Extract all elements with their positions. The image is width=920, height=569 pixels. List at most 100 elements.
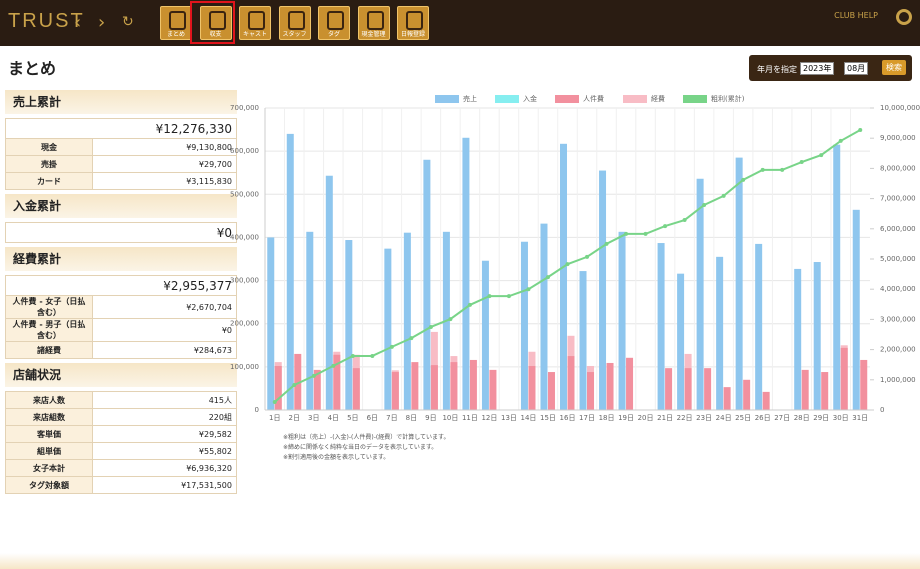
nav-label: キャスト	[242, 31, 267, 38]
legend-label: 人件費	[583, 94, 604, 103]
x-tick-label: 19日	[618, 414, 634, 422]
nav-button[interactable]: 現金管理	[357, 6, 390, 40]
row-value: 415人	[92, 391, 237, 409]
bar	[677, 273, 685, 410]
y-tick-label: 500,000	[230, 190, 259, 198]
x-tick-label: 18日	[599, 414, 615, 422]
reload[interactable]: ↻	[122, 14, 134, 30]
bar	[840, 347, 848, 410]
bar	[430, 365, 438, 410]
bar	[540, 223, 548, 410]
year-select[interactable]: 2023年	[800, 62, 835, 75]
nav-icon	[248, 11, 265, 30]
bar	[579, 271, 587, 410]
panel-table: ¥12,276,330 現金 ¥9,130,800 売掛 ¥29,700 カード ¥3,11…	[5, 118, 237, 190]
note: ※割引適用後の金額を表示しています。	[283, 454, 390, 461]
bar	[813, 262, 821, 410]
y-tick-label: 600,000	[230, 147, 259, 155]
back-arrow[interactable]: ‹	[74, 12, 82, 33]
nav-button[interactable]: スタッフ	[278, 6, 311, 40]
bar	[587, 372, 595, 410]
month-select[interactable]: 08月	[844, 62, 869, 75]
bar	[657, 243, 665, 410]
selected-highlight	[190, 1, 235, 44]
bar	[481, 260, 489, 410]
bar	[599, 170, 607, 410]
x-tick-label: 29日	[813, 414, 829, 422]
logo[interactable]: TRUST	[8, 10, 85, 32]
panel-row: 組単価 ¥55,802	[5, 442, 237, 460]
panel-title: 入金累計	[5, 194, 237, 218]
x-tick-label: 5日	[347, 414, 358, 422]
y2-tick-label: 6,000,000	[880, 225, 916, 233]
point	[389, 344, 394, 349]
bar	[384, 248, 392, 410]
search-button[interactable]: 検索	[882, 60, 906, 75]
x-tick-label: 30日	[833, 414, 849, 422]
bar	[743, 379, 751, 410]
note: ※粗利は（売上）-(入金)-(人件費)-(経費）で計算しています。	[283, 434, 450, 441]
legend-label: 入金	[523, 94, 537, 103]
bar	[794, 268, 802, 410]
bar	[755, 243, 763, 410]
row-label: 諸経費	[5, 341, 93, 359]
bar	[696, 178, 704, 410]
nav-button[interactable]: 日報登録	[397, 6, 429, 40]
y-tick-label: 0	[255, 406, 259, 414]
point	[799, 160, 804, 165]
bar	[267, 237, 275, 410]
x-tick-label: 15日	[540, 414, 556, 422]
bar	[306, 231, 314, 410]
bar	[762, 391, 770, 410]
panel-row: 来店人数 415人	[5, 391, 237, 409]
point	[760, 167, 765, 172]
nav-icon	[287, 11, 305, 30]
point	[721, 193, 726, 198]
x-tick-label: 12日	[481, 414, 497, 422]
forward-arrow[interactable]: ›	[98, 12, 106, 33]
bar	[821, 372, 829, 410]
y2-tick-label: 1,000,000	[880, 376, 916, 384]
point	[643, 231, 648, 236]
y2-tick-label: 9,000,000	[880, 134, 916, 142]
bar	[618, 231, 626, 410]
x-tick-label: 22日	[677, 414, 693, 422]
total-value: ¥2,955,377	[5, 275, 237, 296]
nav-button[interactable]: キャスト	[239, 6, 271, 40]
x-tick-label: 14日	[521, 414, 537, 422]
chart: 0 100,000 200,000 300,000 400,000 500,000 600,…	[230, 94, 920, 422]
chart-notes: ※粗利は（売上）-(入金)-(人件費)-(経費）で計算しています。 ※締めに関係な…	[283, 433, 449, 463]
settings-icon[interactable]	[896, 9, 912, 25]
bar	[723, 387, 731, 410]
row-value: ¥284,673	[92, 341, 237, 359]
filter-label: 年月を指定	[757, 65, 797, 74]
bar	[833, 144, 841, 410]
legend-swatch	[435, 95, 459, 103]
bar	[547, 372, 555, 410]
y-tick-label: 700,000	[230, 104, 259, 112]
x-tick-label: 6日	[367, 414, 378, 422]
nav-button[interactable]: まとめ	[160, 6, 192, 40]
bar	[403, 232, 411, 410]
nav-button[interactable]: 収支	[199, 6, 232, 40]
x-tick-label: 21日	[657, 414, 673, 422]
x-tick-label: 7日	[386, 414, 397, 422]
x-tick-label: 16日	[560, 414, 576, 422]
point	[780, 167, 785, 172]
point	[545, 275, 550, 280]
point	[272, 399, 277, 404]
point	[526, 287, 531, 292]
nav-label: 収支	[209, 31, 222, 38]
help-link[interactable]: CLUB HELP	[834, 11, 878, 20]
nav-label: スタッフ	[282, 31, 307, 38]
bar	[520, 241, 528, 410]
total-value: ¥0	[5, 222, 237, 243]
row-label: 女子本計	[5, 459, 93, 477]
point	[448, 317, 453, 322]
panel-title: 店舗状況	[5, 363, 237, 387]
row-value: 220組	[92, 408, 237, 426]
bar	[801, 369, 809, 410]
nav-button[interactable]: タグ	[318, 6, 350, 40]
x-tick-label: 20日	[638, 414, 654, 422]
bar	[704, 368, 712, 410]
